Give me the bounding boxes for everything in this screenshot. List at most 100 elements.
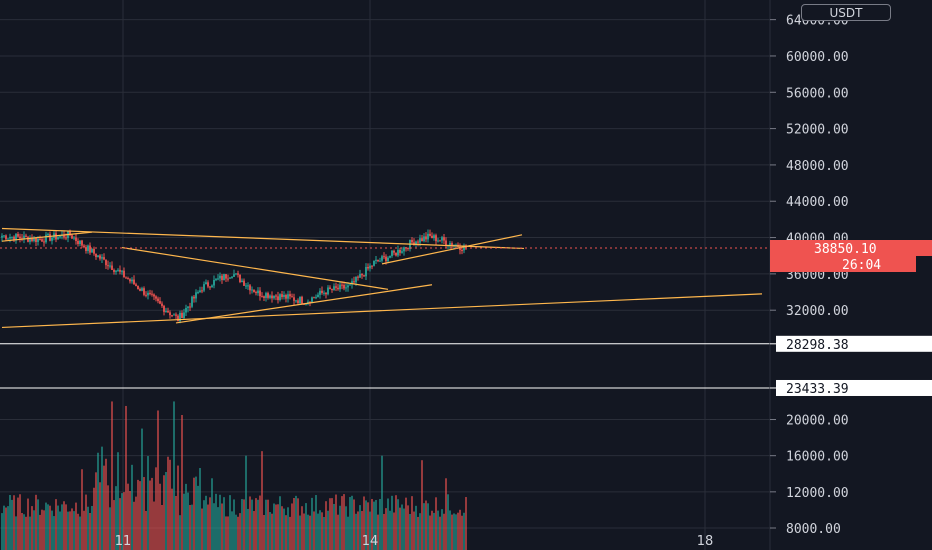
level-price-tag: [776, 379, 932, 396]
candle-body: [189, 306, 191, 308]
candle-body: [117, 269, 119, 271]
candle-body: [353, 281, 355, 283]
candle-body: [231, 276, 233, 278]
candle-body: [323, 292, 325, 294]
volume-bar: [345, 506, 347, 550]
currency-unit-badge[interactable]: USDT: [801, 4, 891, 21]
volume-bar: [301, 506, 303, 550]
candle-body: [295, 300, 297, 302]
candle-body: [105, 259, 107, 266]
candle-body: [269, 295, 271, 298]
trendline[interactable]: [1, 227, 525, 250]
volume-bar: [459, 509, 461, 550]
volume-bar: [77, 513, 79, 550]
candle-body: [281, 294, 283, 297]
volume-bar: [207, 504, 209, 550]
trendline[interactable]: [175, 284, 433, 324]
candle-body: [277, 296, 279, 300]
candle-body: [195, 292, 197, 299]
candle-body: [267, 293, 269, 298]
volume-bar: [153, 501, 155, 550]
volume-bar: [43, 510, 45, 550]
volume-bar: [321, 512, 323, 550]
candle-body: [95, 253, 97, 258]
volume-bar: [241, 499, 243, 550]
candle-body: [255, 292, 257, 294]
volume-bar: [455, 514, 457, 550]
volume-bar: [357, 511, 359, 550]
volume-bar: [421, 460, 423, 550]
volume-bar: [17, 497, 19, 550]
candle-body: [107, 265, 109, 267]
volume-bar: [265, 499, 267, 550]
candle-body: [23, 235, 25, 240]
horizontal-levels[interactable]: [0, 343, 770, 389]
candle-body: [81, 240, 83, 246]
candle-body: [341, 284, 343, 286]
volume-bar: [231, 511, 233, 550]
volume-bar: [353, 499, 355, 550]
volume-tick-label: 8000.00: [786, 522, 841, 537]
volume-bar: [337, 514, 339, 550]
volume-bar: [449, 510, 451, 550]
volume-bar: [219, 494, 221, 550]
volume-bar: [119, 498, 121, 550]
volume-bar: [27, 498, 29, 550]
candle-body: [123, 270, 125, 278]
candle-body: [29, 238, 31, 242]
candle-body: [401, 251, 403, 253]
volume-tick-label: 16000.00: [786, 450, 849, 465]
volume-bar: [223, 497, 225, 550]
volume-bar: [99, 482, 101, 550]
volume-bar: [253, 511, 255, 550]
candle-body: [45, 234, 47, 243]
candle-body: [187, 306, 189, 308]
volume-bar: [243, 499, 245, 550]
volume-bar: [197, 485, 199, 550]
candle-body: [239, 274, 241, 283]
candle-body: [463, 245, 465, 251]
volume-bar: [47, 504, 49, 550]
candle-body: [217, 278, 219, 280]
candle-body: [137, 285, 139, 290]
candle-body: [357, 276, 359, 278]
candle-body: [181, 312, 183, 319]
time-axis[interactable]: 11 14 18: [115, 534, 714, 549]
trendline[interactable]: [121, 246, 389, 290]
volume-bar: [31, 506, 33, 550]
candle-body: [395, 252, 397, 256]
price-axis[interactable]: 64000.0060000.0056000.0052000.0048000.00…: [769, 0, 932, 550]
volume-bar: [49, 505, 51, 550]
candle-body: [389, 255, 391, 258]
volume-bar: [427, 503, 429, 550]
candle-body: [331, 289, 333, 291]
current-price-label: 38850.10: [814, 242, 877, 257]
trendline[interactable]: [1, 231, 93, 242]
volume-bar: [141, 428, 143, 550]
candle-body: [283, 295, 285, 297]
volume-bar: [185, 483, 187, 550]
candle-body: [211, 285, 213, 288]
volume-bar: [371, 498, 373, 550]
candle-body: [63, 234, 65, 238]
volume-bar: [121, 493, 123, 550]
candle-body: [355, 276, 357, 283]
volume-bar: [405, 497, 407, 550]
candle-body: [133, 279, 135, 285]
candle-body: [423, 236, 425, 242]
candle-body: [193, 296, 195, 299]
trendlines[interactable]: [1, 227, 763, 329]
candle-body: [209, 286, 211, 288]
candle-body: [325, 292, 327, 295]
level-price-tag-label: 23433.39: [786, 382, 849, 397]
candle-body: [151, 293, 153, 295]
volume-bar: [229, 495, 231, 550]
trendline[interactable]: [1, 293, 763, 329]
candle-body: [73, 237, 75, 239]
volume-bar: [19, 494, 21, 550]
volume-bar: [57, 505, 59, 550]
price-tick-label: 32000.00: [786, 304, 849, 319]
volume-bar: [103, 465, 105, 550]
trendline[interactable]: [381, 234, 523, 265]
